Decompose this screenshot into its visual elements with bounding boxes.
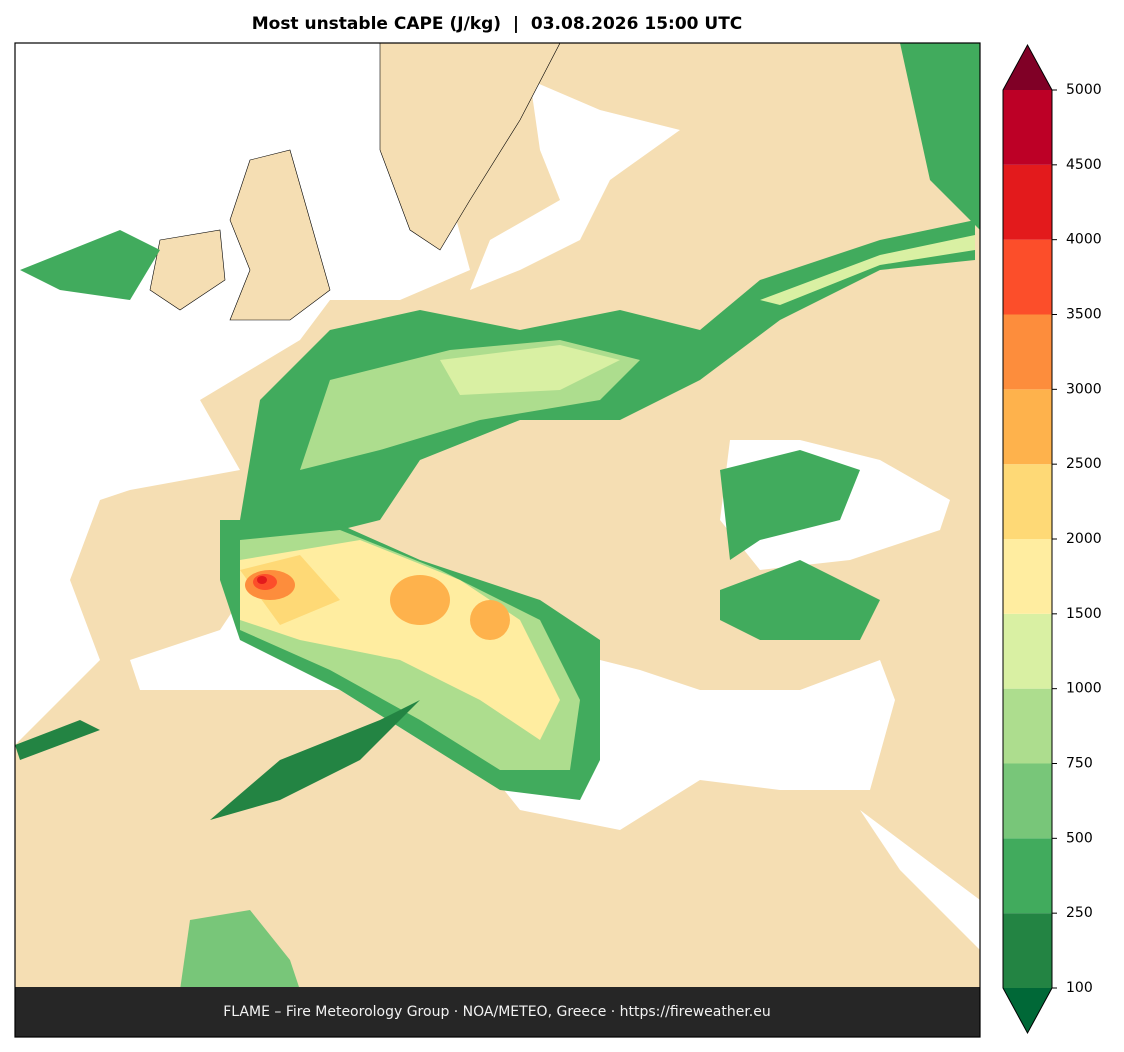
colorbar-bin (1003, 763, 1052, 839)
cape-area (180, 910, 300, 990)
footer-bar (15, 987, 980, 1037)
colorbar-tick-label: 250 (1066, 905, 1093, 921)
colorbar-bin (1003, 314, 1052, 390)
title: Most unstable CAPE (J/kg) | 03.08.2026 1… (252, 14, 743, 34)
cape-area (470, 600, 510, 640)
map-frame (14, 42, 981, 1038)
colorbar-tick-label: 2500 (1066, 456, 1102, 472)
colorbar-tick-label: 500 (1066, 830, 1093, 846)
cape-area (720, 450, 860, 560)
colorbar-bin (1003, 688, 1052, 764)
red-sea (860, 810, 980, 950)
colorbar-tick-label: 750 (1066, 756, 1093, 772)
scandinavia (379, 42, 561, 251)
colorbar-bin (1003, 389, 1052, 465)
cape-area (15, 720, 100, 760)
colorbar-bin (1003, 913, 1052, 988)
colorbar-tick-label: 3000 (1066, 381, 1102, 397)
colorbar-bin (1003, 539, 1052, 614)
baltic-sea (470, 80, 680, 290)
cape-area (20, 230, 160, 300)
colorbar-bin (1003, 164, 1052, 240)
colorbar-tick-label: 5000 (1066, 82, 1102, 98)
colorbar-extend-min (1003, 988, 1052, 1033)
colorbar-bin (1003, 838, 1052, 914)
colorbar-tick-label: 1500 (1066, 606, 1102, 622)
colorbar-bin (1003, 613, 1052, 689)
cape-area (900, 43, 980, 230)
colorbar: 100 250 500 750 1000 1500 2000 2500 3000 3500 4000… (1002, 43, 1102, 1035)
cape-area (257, 576, 267, 584)
colorbar-bin (1003, 464, 1052, 539)
colorbar-tick-label: 100 (1066, 980, 1093, 996)
cape-area (440, 345, 620, 395)
cape-area (210, 700, 420, 820)
colorbar-tick-label: 4000 (1066, 232, 1102, 248)
cape-area (390, 575, 450, 625)
colorbar-bin (1003, 239, 1052, 315)
footer: FLAME – Fire Meteorology Group · NOA/MET… (223, 1004, 771, 1020)
colorbar-extend-max (1003, 45, 1052, 90)
colorbar-bin (1003, 90, 1052, 165)
cape-area (720, 560, 880, 640)
cape-area (760, 235, 975, 305)
ireland (149, 229, 226, 311)
cape-field (15, 43, 980, 990)
atlantic (15, 43, 470, 745)
colorbar-tick-label: 1000 (1066, 681, 1102, 697)
map: FLAME – Fire Meteorology Group · NOA/MET… (14, 42, 981, 1038)
colorbar-tick-label: 4500 (1066, 157, 1102, 173)
colorbar-tick-label: 3500 (1066, 307, 1102, 323)
great-britain (229, 149, 331, 321)
colorbar-tick-label: 2000 (1066, 531, 1102, 547)
